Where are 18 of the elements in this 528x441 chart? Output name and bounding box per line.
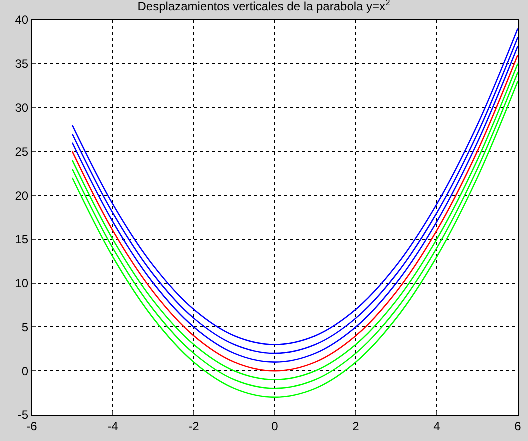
y-tick-label: 40 — [15, 13, 29, 28]
y-tick-label: -5 — [18, 408, 29, 422]
y-tick-label: 20 — [15, 188, 29, 203]
y-tick-label: 30 — [15, 100, 29, 115]
y-tick-label: 15 — [15, 232, 29, 247]
y-tick-label: 0 — [22, 364, 29, 378]
x-tick-label: -6 — [26, 419, 38, 434]
y-tick-label: 35 — [15, 57, 29, 72]
y-tick-label: 5 — [22, 320, 29, 334]
y-tick-label: 25 — [15, 144, 29, 159]
x-tick-label: 0 — [272, 419, 279, 434]
y-tick-label: 10 — [15, 276, 29, 291]
x-tick-label: -4 — [108, 419, 119, 434]
x-tick-label: 2 — [352, 419, 360, 434]
x-tick-label: -2 — [188, 419, 200, 434]
chart-title: Desplazamientos verticales de la parabola y=x$^{2}$ — [138, 0, 391, 14]
x-tick-label: 4 — [434, 419, 441, 434]
x-tick-label: 6 — [514, 419, 522, 434]
